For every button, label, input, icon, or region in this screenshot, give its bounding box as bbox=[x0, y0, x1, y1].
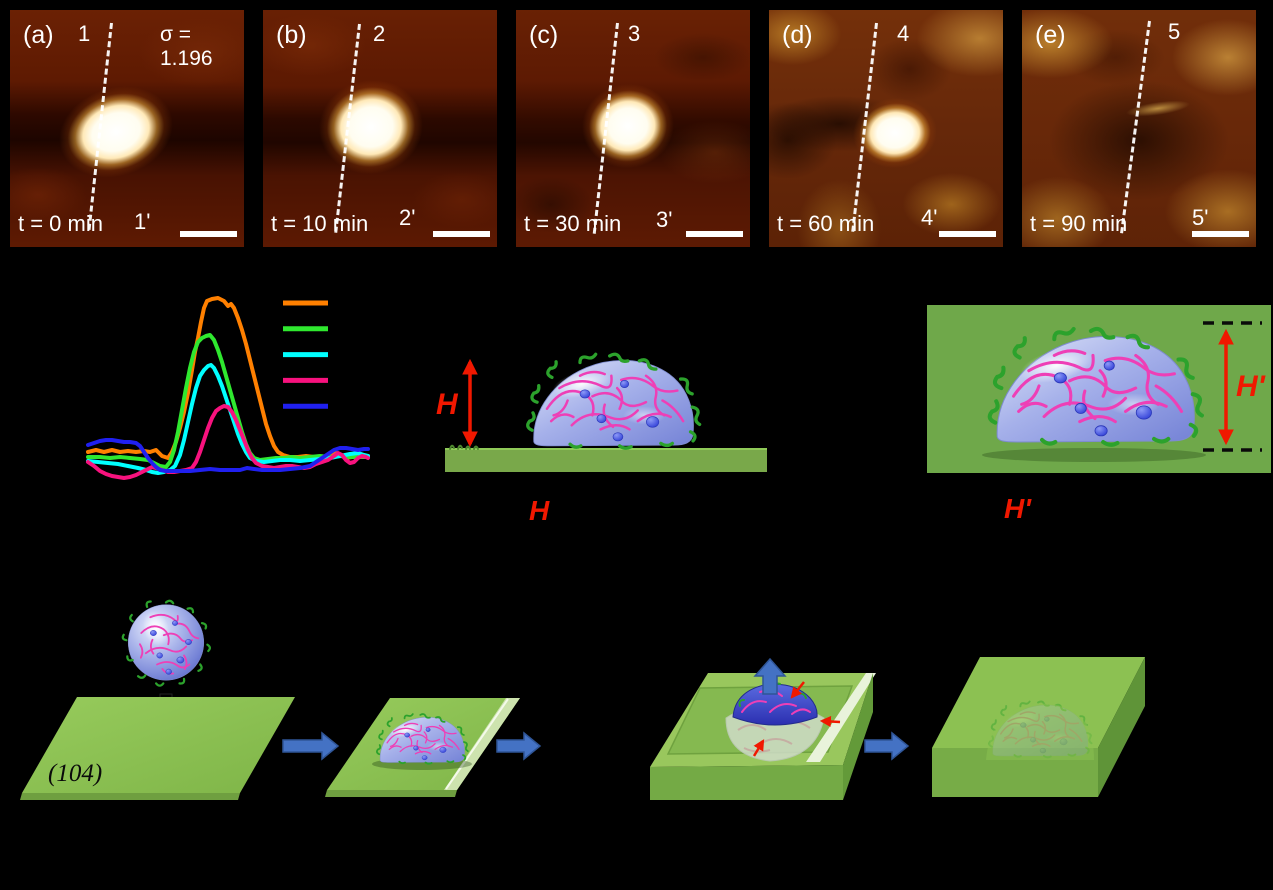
height-caption-H: H bbox=[529, 495, 550, 526]
afm-panel-b: (b) 2 2' t = 10 min bbox=[263, 10, 497, 247]
panel-label: (e) bbox=[1035, 21, 1066, 49]
desorption-arrow bbox=[753, 657, 787, 695]
section-line-start-label: 4 bbox=[897, 21, 910, 46]
time-label: t = 30 min bbox=[524, 211, 622, 236]
height-arrow-label: H bbox=[436, 388, 459, 421]
afm-panel-e: (e) 5 5' t = 90 min bbox=[1022, 10, 1256, 247]
afm-panel-c: (c) 3 3' t = 30 min bbox=[516, 10, 750, 247]
dome-shadow bbox=[982, 448, 1206, 462]
substrate-bar bbox=[445, 450, 767, 472]
stage-full-occlusion bbox=[932, 657, 1145, 797]
afm-panel-a: (a) σ = 1.196 1 1' t = 0 min bbox=[10, 10, 244, 247]
calcite-slab-edge bbox=[325, 790, 457, 797]
time-label: t = 90 min bbox=[1030, 211, 1128, 236]
tray-wall-highlight bbox=[806, 673, 876, 762]
tray-side-face bbox=[843, 673, 873, 800]
height-diagram-after: H' H' bbox=[927, 305, 1271, 524]
crystal-box-side bbox=[1098, 657, 1145, 797]
stage-adsorption bbox=[325, 698, 520, 797]
time-label: t = 10 min bbox=[271, 211, 369, 236]
sigma-value: σ = 1.196 bbox=[160, 23, 213, 70]
panel-label: (b) bbox=[276, 21, 307, 49]
section-line-end-label: 2' bbox=[399, 205, 416, 230]
scale-bar bbox=[1192, 231, 1249, 237]
step-arrow-3 bbox=[864, 731, 910, 761]
time-label: t = 0 min bbox=[18, 211, 103, 236]
scale-bar bbox=[180, 231, 237, 237]
step-arrow-1 bbox=[282, 731, 340, 761]
substrate-top-edge bbox=[445, 448, 767, 451]
height-diagram-before: H H bbox=[436, 354, 767, 526]
section-line-end-label: 5' bbox=[1192, 205, 1209, 230]
step-arrow-2 bbox=[496, 731, 542, 761]
calcite-slab-top bbox=[22, 697, 295, 793]
time-label: t = 60 min bbox=[777, 211, 875, 236]
scale-bar bbox=[939, 231, 996, 237]
growth-step-edge bbox=[445, 698, 509, 790]
section-line-end-label: 3' bbox=[656, 207, 673, 232]
chart-series-profile-blue bbox=[86, 438, 370, 473]
section-line-end-label: 1' bbox=[134, 209, 151, 234]
section-line-start-label: 2 bbox=[373, 21, 386, 46]
miller-index-label: (104) bbox=[48, 760, 102, 787]
growth-step-ridge bbox=[444, 698, 520, 790]
afm-panel-d: (d) 4 4' t = 60 min bbox=[769, 10, 1003, 247]
section-line-end-label: 4' bbox=[921, 205, 938, 230]
microgel-sphere-graphic bbox=[121, 599, 211, 687]
panel-label: (c) bbox=[529, 21, 559, 49]
scale-bar bbox=[686, 231, 743, 237]
profile-chart bbox=[86, 296, 370, 480]
section-line-start-label: 3 bbox=[628, 21, 641, 46]
panel-label: (a) bbox=[23, 21, 54, 49]
scale-bar bbox=[433, 231, 490, 237]
chart-series-profile-green bbox=[86, 333, 370, 469]
chart-series-profile-cyan bbox=[86, 363, 370, 475]
chart-series-profile-magenta bbox=[86, 404, 370, 480]
section-line-start-label: 1 bbox=[78, 21, 91, 46]
tray-front-face bbox=[650, 765, 843, 800]
height-arrow-label: H' bbox=[1236, 370, 1266, 403]
section-line-start-label: 5 bbox=[1168, 19, 1181, 44]
stage-deposition: (104) bbox=[20, 599, 295, 800]
panel-label: (d) bbox=[782, 21, 813, 49]
calcite-slab-edge bbox=[20, 793, 240, 800]
stage-partial-occlusion bbox=[650, 657, 876, 800]
profile-chart-legend bbox=[283, 300, 328, 409]
microgel-dome-graphic bbox=[528, 354, 700, 448]
crystal-box-front bbox=[932, 748, 1098, 797]
occluding-crystal-veil bbox=[986, 703, 1094, 760]
occlusion-schematic: (104) bbox=[20, 599, 1145, 800]
growth-direction-arrows bbox=[752, 681, 841, 757]
height-caption-H-prime: H' bbox=[1004, 493, 1032, 524]
